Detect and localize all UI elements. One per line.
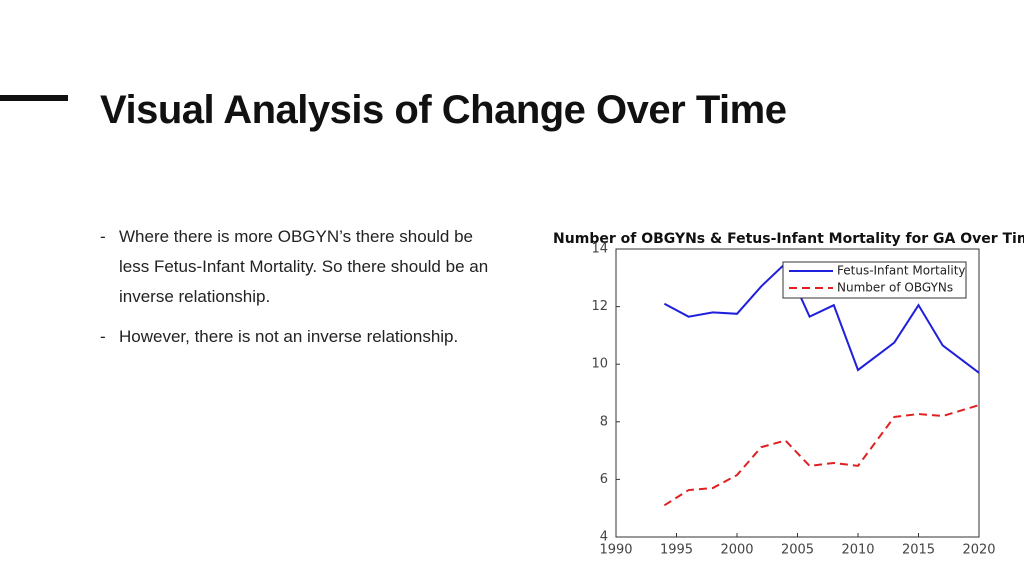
x-tick-label: 1995	[660, 543, 693, 558]
legend-label: Number of OBGYNs	[837, 281, 953, 295]
accent-bar	[0, 95, 68, 101]
y-tick-label: 6	[600, 472, 608, 487]
y-tick-label: 10	[591, 357, 608, 372]
y-tick-label: 4	[600, 530, 608, 545]
y-tick-label: 12	[591, 299, 608, 314]
x-tick-label: 1990	[599, 543, 632, 558]
y-tick-label: 14	[591, 242, 608, 257]
bullet-list: - Where there is more OBGYN’s there shoul…	[100, 222, 490, 362]
bullet-marker: -	[100, 227, 106, 246]
bullet-marker: -	[100, 327, 106, 346]
bullet-text: However, there is not an inverse relatio…	[119, 327, 459, 346]
x-tick-label: 2000	[720, 543, 753, 558]
y-tick-label: 8	[600, 414, 608, 429]
bullet: - Where there is more OBGYN’s there shoul…	[100, 222, 490, 312]
legend-box	[782, 261, 967, 299]
chart-title: Number of OBGYNs & Fetus-Infant Mortalit…	[553, 231, 1024, 247]
bullet: - However, there is not an inverse relati…	[100, 322, 490, 352]
legend-label: Fetus-Infant Mortality	[837, 264, 966, 278]
x-tick-label: 2005	[781, 543, 814, 558]
x-tick-label: 2020	[962, 543, 995, 558]
slide-title: Visual Analysis of Change Over Time	[100, 88, 787, 132]
bullet-text: Where there is more OBGYN’s there should…	[119, 227, 489, 306]
x-tick-label: 2010	[841, 543, 874, 558]
data-line	[663, 404, 980, 507]
data-line	[663, 261, 980, 374]
x-tick-label: 2015	[902, 543, 935, 558]
